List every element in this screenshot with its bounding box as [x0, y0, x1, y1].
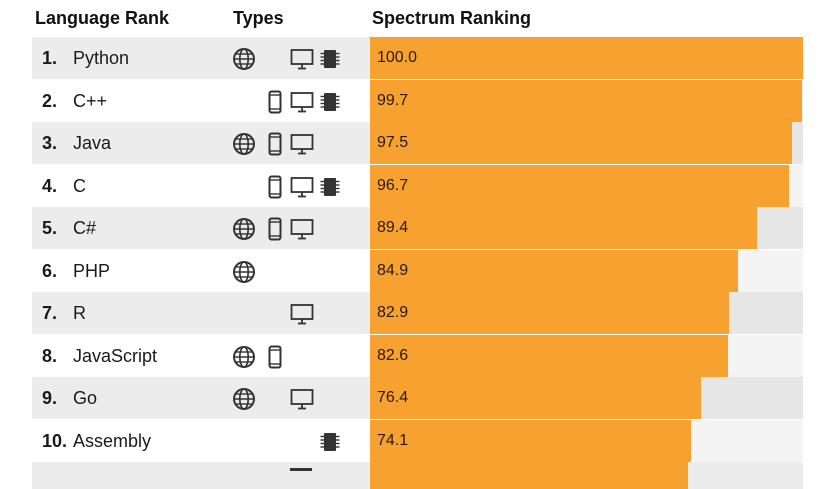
bar-java: [370, 122, 793, 164]
language-name: Python: [73, 48, 130, 68]
desktop-monitor-icon: [290, 387, 314, 411]
table-row: 2. C++ 99.7: [32, 79, 803, 122]
bar-c-plus-: [370, 79, 802, 122]
desktop-monitor-icon: [290, 468, 312, 471]
language-name: PHP: [73, 260, 111, 281]
bar-go: [370, 377, 701, 419]
table-row: 5. C# 89.4: [32, 207, 803, 249]
table-row: 4. C 96.7: [32, 164, 803, 207]
header-types: Types: [233, 8, 284, 28]
table-row: 9. Go 76.4: [32, 377, 803, 419]
table-row: 1. Python 100.0: [32, 37, 803, 79]
bar-c-plus-: [370, 207, 758, 249]
language-name: JavaScript: [73, 345, 158, 366]
rank-number: 10.: [42, 430, 68, 451]
table-row: 10. Assembly 74.1: [32, 419, 803, 462]
globe-icon: [232, 132, 256, 156]
desktop-monitor-icon: [290, 175, 314, 199]
language-name: Assembly: [73, 430, 152, 451]
mobile-phone-icon: [263, 217, 287, 241]
globe-icon: [232, 47, 256, 71]
score-label: 82.9: [377, 304, 409, 321]
rank-number: 4.: [42, 175, 58, 196]
desktop-monitor-icon: [290, 132, 314, 156]
chip-icon: [318, 430, 342, 454]
score-label: 100.0: [377, 49, 418, 66]
rank-number: 8.: [42, 345, 58, 366]
header-spectrum-ranking: Spectrum Ranking: [372, 8, 532, 28]
score-label: 76.4: [377, 389, 409, 406]
globe-icon: [232, 260, 256, 284]
rank-number: 6.: [42, 260, 58, 281]
desktop-monitor-icon: [290, 90, 314, 114]
desktop-monitor-icon: [290, 217, 314, 241]
language-name: C++: [73, 90, 108, 111]
score-label: 74.1: [377, 431, 409, 449]
bar-python: [370, 37, 803, 79]
rank-number: 1.: [42, 48, 58, 68]
bar-php: [370, 249, 738, 292]
desktop-monitor-icon: [290, 302, 314, 326]
score-label: 84.9: [377, 261, 409, 279]
table-row: 7. R 82.9: [32, 292, 803, 334]
language-name: Go: [73, 388, 98, 408]
globe-icon: [232, 387, 256, 411]
desktop-monitor-icon: [290, 47, 314, 71]
score-label: 82.6: [377, 346, 409, 364]
rank-number: 7.: [42, 303, 58, 323]
table-row: 8. JavaScript 82.6: [32, 334, 803, 377]
score-label: 99.7: [377, 91, 409, 109]
rank-number: 3.: [42, 133, 58, 153]
language-name: C#: [73, 218, 97, 238]
globe-icon: [232, 345, 256, 369]
mobile-phone-icon: [263, 345, 287, 369]
table-row: 3. Java 97.5: [32, 122, 803, 164]
bar-assembly: [370, 419, 691, 462]
chip-icon: [318, 175, 342, 199]
score-label: 96.7: [377, 176, 409, 194]
language-name: Java: [73, 133, 112, 153]
truncated-table-row: [32, 462, 803, 489]
chip-icon: [318, 90, 342, 114]
header-language-rank: Language Rank: [35, 8, 170, 28]
rank-number: 2.: [42, 90, 58, 111]
language-name: C: [73, 175, 86, 196]
score-label: 89.4: [377, 219, 409, 236]
mobile-phone-icon: [263, 90, 287, 114]
truncated-bar: [370, 462, 689, 489]
chip-icon: [318, 47, 342, 71]
mobile-phone-icon: [263, 175, 287, 199]
language-name: R: [73, 303, 86, 323]
rank-number: 5.: [42, 218, 58, 238]
rank-number: 9.: [42, 388, 58, 408]
bar-c: [370, 164, 789, 207]
score-label: 97.5: [377, 134, 409, 151]
bar-javascript: [370, 334, 728, 377]
table-row: 6. PHP 84.9: [32, 249, 803, 292]
mobile-phone-icon: [263, 132, 287, 156]
bar-r: [370, 292, 729, 334]
globe-icon: [232, 217, 256, 241]
